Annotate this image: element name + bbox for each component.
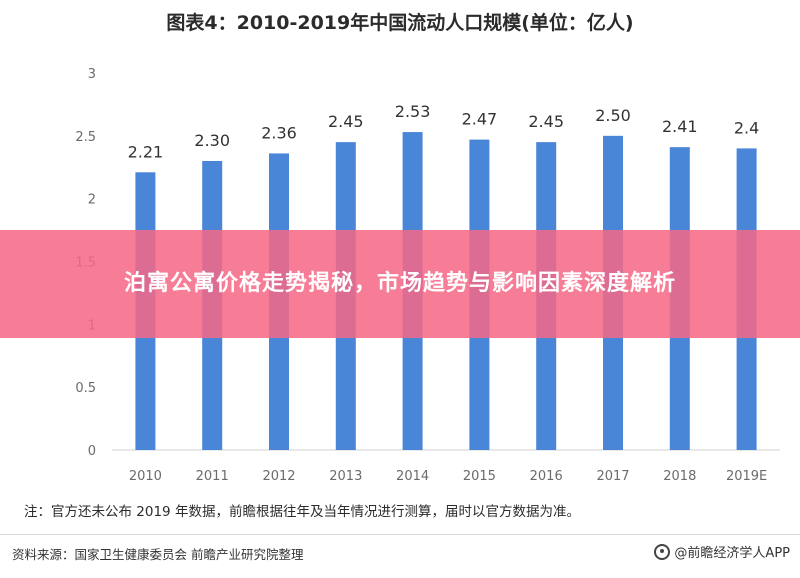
data-label: 2.30 [194, 131, 230, 150]
data-label: 2.50 [595, 106, 631, 125]
data-label: 2.36 [261, 123, 297, 142]
x-tick-label: 2011 [196, 469, 229, 484]
x-tick-label: 2015 [463, 469, 496, 484]
x-tick-label: 2013 [329, 469, 362, 484]
brand-logo-icon [654, 543, 671, 560]
data-label: 2.4 [734, 118, 759, 137]
x-tick-label: 2010 [129, 469, 162, 484]
chart-title: 图表4：2010-2019年中国流动人口规模(单位：亿人) [166, 12, 634, 34]
footer-divider [0, 534, 800, 535]
brand-text: @前瞻经济学人APP [674, 546, 790, 561]
banner-title[interactable]: 泊寓公寓价格走势揭秘，市场趋势与影响因素深度解析 [123, 271, 676, 296]
data-label: 2.21 [128, 142, 164, 161]
x-tick-label: 2017 [596, 469, 629, 484]
y-tick-label: 0 [88, 444, 96, 459]
source-text: 资料来源：国家卫生健康委员会 前瞻产业研究院整理 [12, 547, 304, 562]
brand-credit: @前瞻经济学人APP [654, 542, 790, 561]
x-tick-label: 2019E [726, 469, 767, 484]
x-tick-label: 2018 [663, 469, 696, 484]
data-label: 2.53 [395, 102, 431, 121]
x-tick-label: 2016 [530, 469, 563, 484]
labels-layer: 2010 2.21 2011 2.30 2012 2.36 2013 2.45 2014 2.53… [128, 102, 768, 484]
data-label: 2.45 [328, 112, 364, 131]
x-tick-label: 2014 [396, 469, 429, 484]
data-label: 2.47 [462, 110, 498, 129]
y-tick-label: 3 [88, 67, 96, 82]
x-tick-label: 2012 [262, 469, 295, 484]
y-tick-label: 2.5 [75, 130, 96, 145]
y-tick-label: 2 [88, 193, 96, 208]
overlay-banner[interactable]: 泊寓公寓价格走势揭秘，市场趋势与影响因素深度解析 [0, 230, 800, 338]
data-label: 2.45 [528, 112, 564, 131]
data-label: 2.41 [662, 117, 698, 136]
chart-note: 注：官方还未公布 2019 年数据，前瞻根据往年及当年情况进行测算，届时以官方数… [24, 504, 580, 520]
y-tick-label: 0.5 [75, 381, 96, 396]
